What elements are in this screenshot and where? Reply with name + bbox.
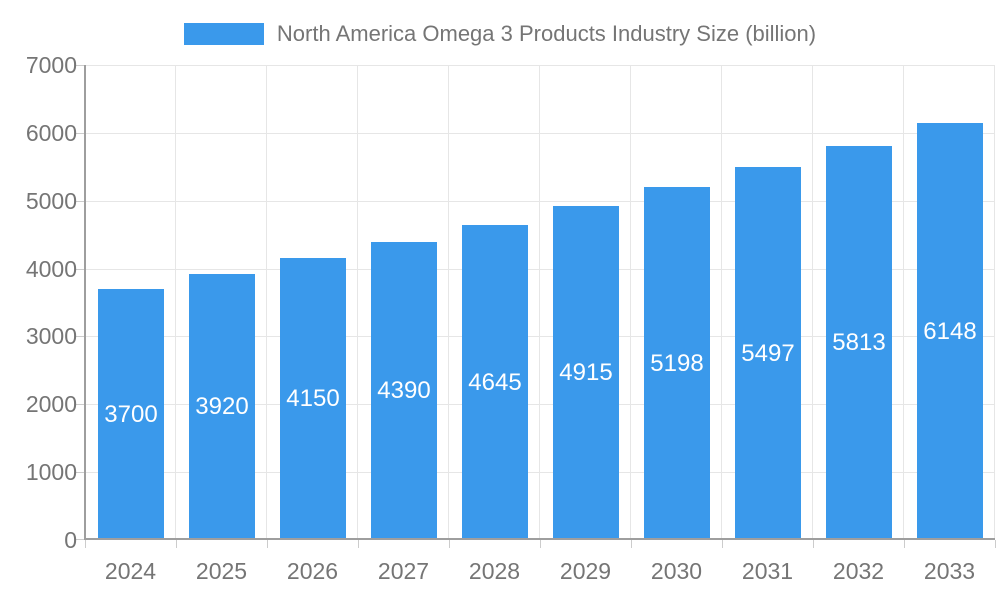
bar[interactable]: 4390 xyxy=(371,242,437,540)
bar[interactable]: 4150 xyxy=(280,258,346,540)
bar-value-label: 3920 xyxy=(195,393,249,420)
x-gridline xyxy=(994,65,995,540)
x-axis-label: 2024 xyxy=(104,558,157,584)
y-gridline xyxy=(85,269,995,270)
bar[interactable]: 4915 xyxy=(553,206,619,540)
y-gridline xyxy=(85,65,995,66)
x-gridline xyxy=(903,65,904,540)
x-tick xyxy=(813,540,814,548)
y-gridline xyxy=(85,472,995,473)
x-tick xyxy=(722,540,723,548)
y-gridline xyxy=(85,133,995,134)
y-gridline xyxy=(85,336,995,337)
y-axis-label: 2000 xyxy=(25,391,77,417)
legend-label: North America Omega 3 Products Industry … xyxy=(276,21,817,46)
legend-swatch xyxy=(183,23,264,45)
x-tick xyxy=(267,540,268,548)
x-gridline xyxy=(721,65,722,540)
y-tick xyxy=(76,404,85,405)
y-axis-label: 5000 xyxy=(25,188,77,214)
y-tick xyxy=(76,472,85,473)
bar-value-label: 4150 xyxy=(286,385,340,412)
bar[interactable]: 4645 xyxy=(462,225,528,540)
y-gridline xyxy=(85,201,995,202)
y-axis-label: 0 xyxy=(64,527,77,553)
y-tick xyxy=(76,269,85,270)
x-axis-label: 2030 xyxy=(650,558,703,584)
x-axis-label: 2032 xyxy=(832,558,885,584)
x-axis-label: 2033 xyxy=(923,558,976,584)
y-axis-label: 4000 xyxy=(25,256,77,282)
x-gridline xyxy=(812,65,813,540)
y-tick xyxy=(76,336,85,337)
bar[interactable]: 3700 xyxy=(98,289,164,540)
bar[interactable]: 5198 xyxy=(644,187,710,540)
bar[interactable]: 5497 xyxy=(735,167,801,540)
x-tick xyxy=(176,540,177,548)
bar-value-label: 6148 xyxy=(923,317,977,345)
bar-value-label: 5813 xyxy=(832,329,886,356)
x-gridline xyxy=(266,65,267,540)
bar-value-label: 5198 xyxy=(650,349,704,377)
y-axis-line xyxy=(84,65,86,540)
y-tick xyxy=(76,201,85,202)
x-gridline xyxy=(539,65,540,540)
x-axis-label: 2029 xyxy=(559,558,612,584)
y-axis-label: 7000 xyxy=(25,52,77,78)
x-tick xyxy=(358,540,359,548)
x-tick xyxy=(904,540,905,548)
plot-area: 0 1000 2000 3000 4000 5000 6000 7000 3700 2024 392… xyxy=(26,52,996,584)
y-axis-label: 6000 xyxy=(25,120,77,146)
x-tick xyxy=(631,540,632,548)
x-tick xyxy=(85,540,86,548)
x-tick xyxy=(540,540,541,548)
y-tick xyxy=(76,539,85,540)
x-axis-line xyxy=(85,538,995,540)
y-tick xyxy=(76,133,85,134)
bar[interactable]: 5813 xyxy=(826,146,892,540)
y-tick xyxy=(76,65,85,66)
y-axis-label: 3000 xyxy=(25,323,77,349)
y-axis-label: 1000 xyxy=(25,459,77,485)
x-axis-label: 2027 xyxy=(377,558,430,584)
x-axis-label: 2031 xyxy=(741,558,794,584)
bar-value-label: 4390 xyxy=(377,377,431,404)
bar-value-label: 4915 xyxy=(559,359,613,386)
chart-legend: North America Omega 3 Products Industry … xyxy=(0,21,1000,47)
x-gridline xyxy=(448,65,449,540)
y-gridline xyxy=(85,404,995,405)
x-axis-label: 2026 xyxy=(286,558,339,584)
x-gridline xyxy=(175,65,176,540)
x-axis-label: 2025 xyxy=(195,558,248,584)
x-gridline xyxy=(630,65,631,540)
bar[interactable]: 6148 xyxy=(917,123,983,540)
bar[interactable]: 3920 xyxy=(189,274,255,540)
x-gridline xyxy=(357,65,358,540)
x-axis-label: 2028 xyxy=(468,558,521,584)
bar-value-label: 5497 xyxy=(741,339,795,367)
x-tick xyxy=(449,540,450,548)
x-tick xyxy=(995,540,996,548)
bar-value-label: 3700 xyxy=(104,400,158,428)
bar-value-label: 4645 xyxy=(468,368,522,396)
